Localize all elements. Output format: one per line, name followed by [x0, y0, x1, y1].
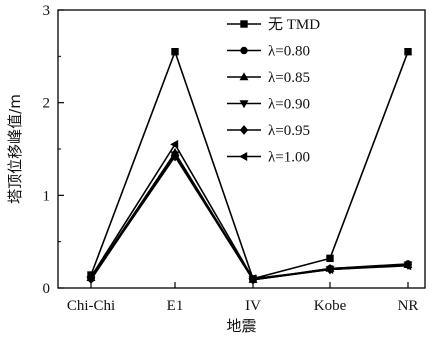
data-point [170, 151, 180, 162]
y-axis-title: 塔顶位移峰值/m [6, 94, 24, 204]
series-group [86, 48, 413, 285]
data-point [403, 261, 412, 271]
x-tick-label: Kobe [314, 298, 347, 314]
legend-item: λ=0.80 [227, 44, 310, 60]
legend-marker [239, 125, 249, 135]
y-tick-label: 0 [43, 281, 51, 297]
data-point [326, 254, 334, 263]
x-axis-title: 地震 [226, 317, 256, 335]
series-line [90, 49, 409, 280]
legend-marker [240, 46, 248, 55]
y-tick-label: 3 [43, 3, 51, 19]
legend-marker [239, 152, 248, 161]
legend-label: λ=0.90 [268, 97, 310, 113]
legend-label: λ=0.95 [268, 123, 310, 139]
x-axis: Chi-Chi E1 IV Kobe NR [67, 282, 419, 314]
data-point [325, 264, 334, 274]
series-line [90, 151, 409, 281]
data-point [86, 272, 95, 282]
legend-label: λ=1.00 [268, 150, 310, 166]
y-tick-label: 2 [43, 96, 51, 112]
legend: 无 TMD λ=0.80 λ=0.85 λ=0.90 λ=0.95 λ=1.00 [227, 17, 320, 166]
data-point [171, 48, 179, 56]
legend-marker [240, 20, 248, 28]
legend-item: λ=1.00 [227, 150, 310, 166]
series-line [90, 142, 409, 280]
y-tick-label: 1 [43, 188, 51, 204]
legend-item: λ=0.95 [227, 123, 310, 139]
legend-label: 无 TMD [268, 17, 320, 33]
legend-label: λ=0.80 [268, 44, 310, 60]
legend-item: λ=0.85 [227, 70, 310, 86]
series-line [90, 154, 409, 281]
y-axis: 0 1 2 3 [43, 3, 64, 297]
x-tick-label: IV [245, 298, 261, 314]
series-0 [87, 48, 412, 283]
series-line [90, 154, 409, 281]
x-tick-label: Chi-Chi [67, 298, 115, 314]
legend-marker [239, 100, 249, 109]
series-line [90, 153, 409, 281]
data-point [170, 139, 179, 149]
legend-item: 无 TMD [227, 17, 320, 33]
series-5 [86, 139, 412, 284]
legend-item: λ=0.90 [227, 97, 310, 113]
x-tick-label: E1 [167, 298, 184, 314]
legend-marker [239, 72, 249, 81]
data-point [404, 48, 412, 56]
x-tick-label: NR [398, 298, 419, 314]
legend-label: λ=0.85 [268, 70, 310, 86]
data-point [248, 274, 257, 284]
